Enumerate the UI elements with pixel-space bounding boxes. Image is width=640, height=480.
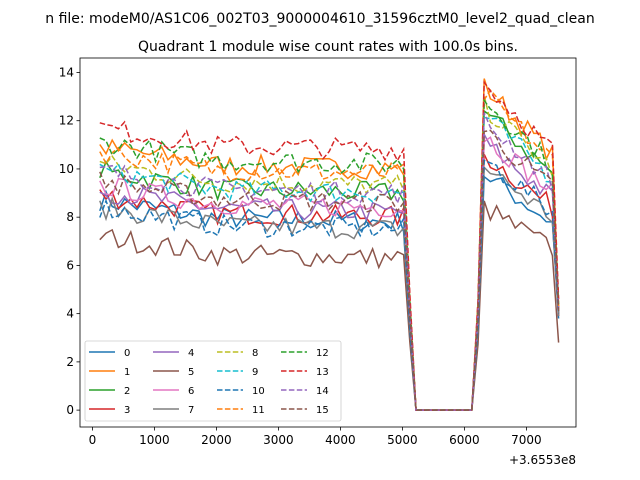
legend-label: 5: [188, 367, 194, 378]
legend-label: 13: [316, 367, 329, 378]
x-tick-label: 4000: [325, 433, 356, 447]
y-tick-label: 8: [66, 210, 74, 224]
x-tick-label: 6000: [449, 433, 480, 447]
x-tick-label: 7000: [511, 433, 542, 447]
axes-frame: [79, 57, 577, 428]
x-tick-label: 1000: [139, 433, 170, 447]
y-tick-label: 14: [59, 65, 74, 79]
series-line-7: [99, 165, 560, 411]
legend-label: 1: [124, 367, 130, 378]
legend-label: 8: [252, 348, 258, 359]
x-tick-label: 0: [89, 433, 97, 447]
legend-label: 10: [252, 386, 265, 397]
chart-suptitle: n file: modeM0/AS1C06_002T03_9000004610_…: [45, 11, 594, 27]
legend-label: 12: [316, 348, 329, 359]
y-tick-label: 10: [59, 162, 74, 176]
x-offset-label: +3.6553e8: [509, 453, 576, 467]
legend-box: [84, 340, 342, 422]
series-line-8: [99, 95, 560, 411]
y-tick-label: 4: [66, 307, 74, 321]
legend-label: 6: [188, 386, 194, 397]
x-tick-label: 3000: [263, 433, 294, 447]
legend-label: 4: [188, 348, 194, 359]
legend-label: 15: [316, 405, 329, 416]
x-axis: 0 1000 2000 3000 4000 5000 6000 7000: [89, 427, 542, 447]
legend-label: 2: [124, 386, 130, 397]
legend-label: 11: [252, 405, 265, 416]
series-line-5: [99, 200, 560, 411]
legend-label: 9: [252, 367, 258, 378]
plot-area: [99, 78, 560, 411]
y-tick-label: 6: [66, 258, 74, 272]
x-tick-label: 2000: [201, 433, 232, 447]
y-tick-label: 2: [66, 355, 74, 369]
y-tick-label: 12: [59, 114, 74, 128]
y-tick-label: 0: [66, 403, 74, 417]
legend-label: 0: [124, 348, 130, 359]
series-line-10: [99, 159, 560, 411]
legend-label: 3: [124, 405, 130, 416]
chart-title: Quadrant 1 module wise count rates with …: [138, 39, 518, 55]
legend-label: 14: [316, 386, 329, 397]
x-tick-label: 5000: [387, 433, 418, 447]
y-axis: 0 2 4 6 8 10 12 14: [59, 65, 80, 417]
series-line-13: [99, 80, 560, 411]
series-line-15: [99, 129, 560, 411]
legend-label: 7: [188, 405, 194, 416]
